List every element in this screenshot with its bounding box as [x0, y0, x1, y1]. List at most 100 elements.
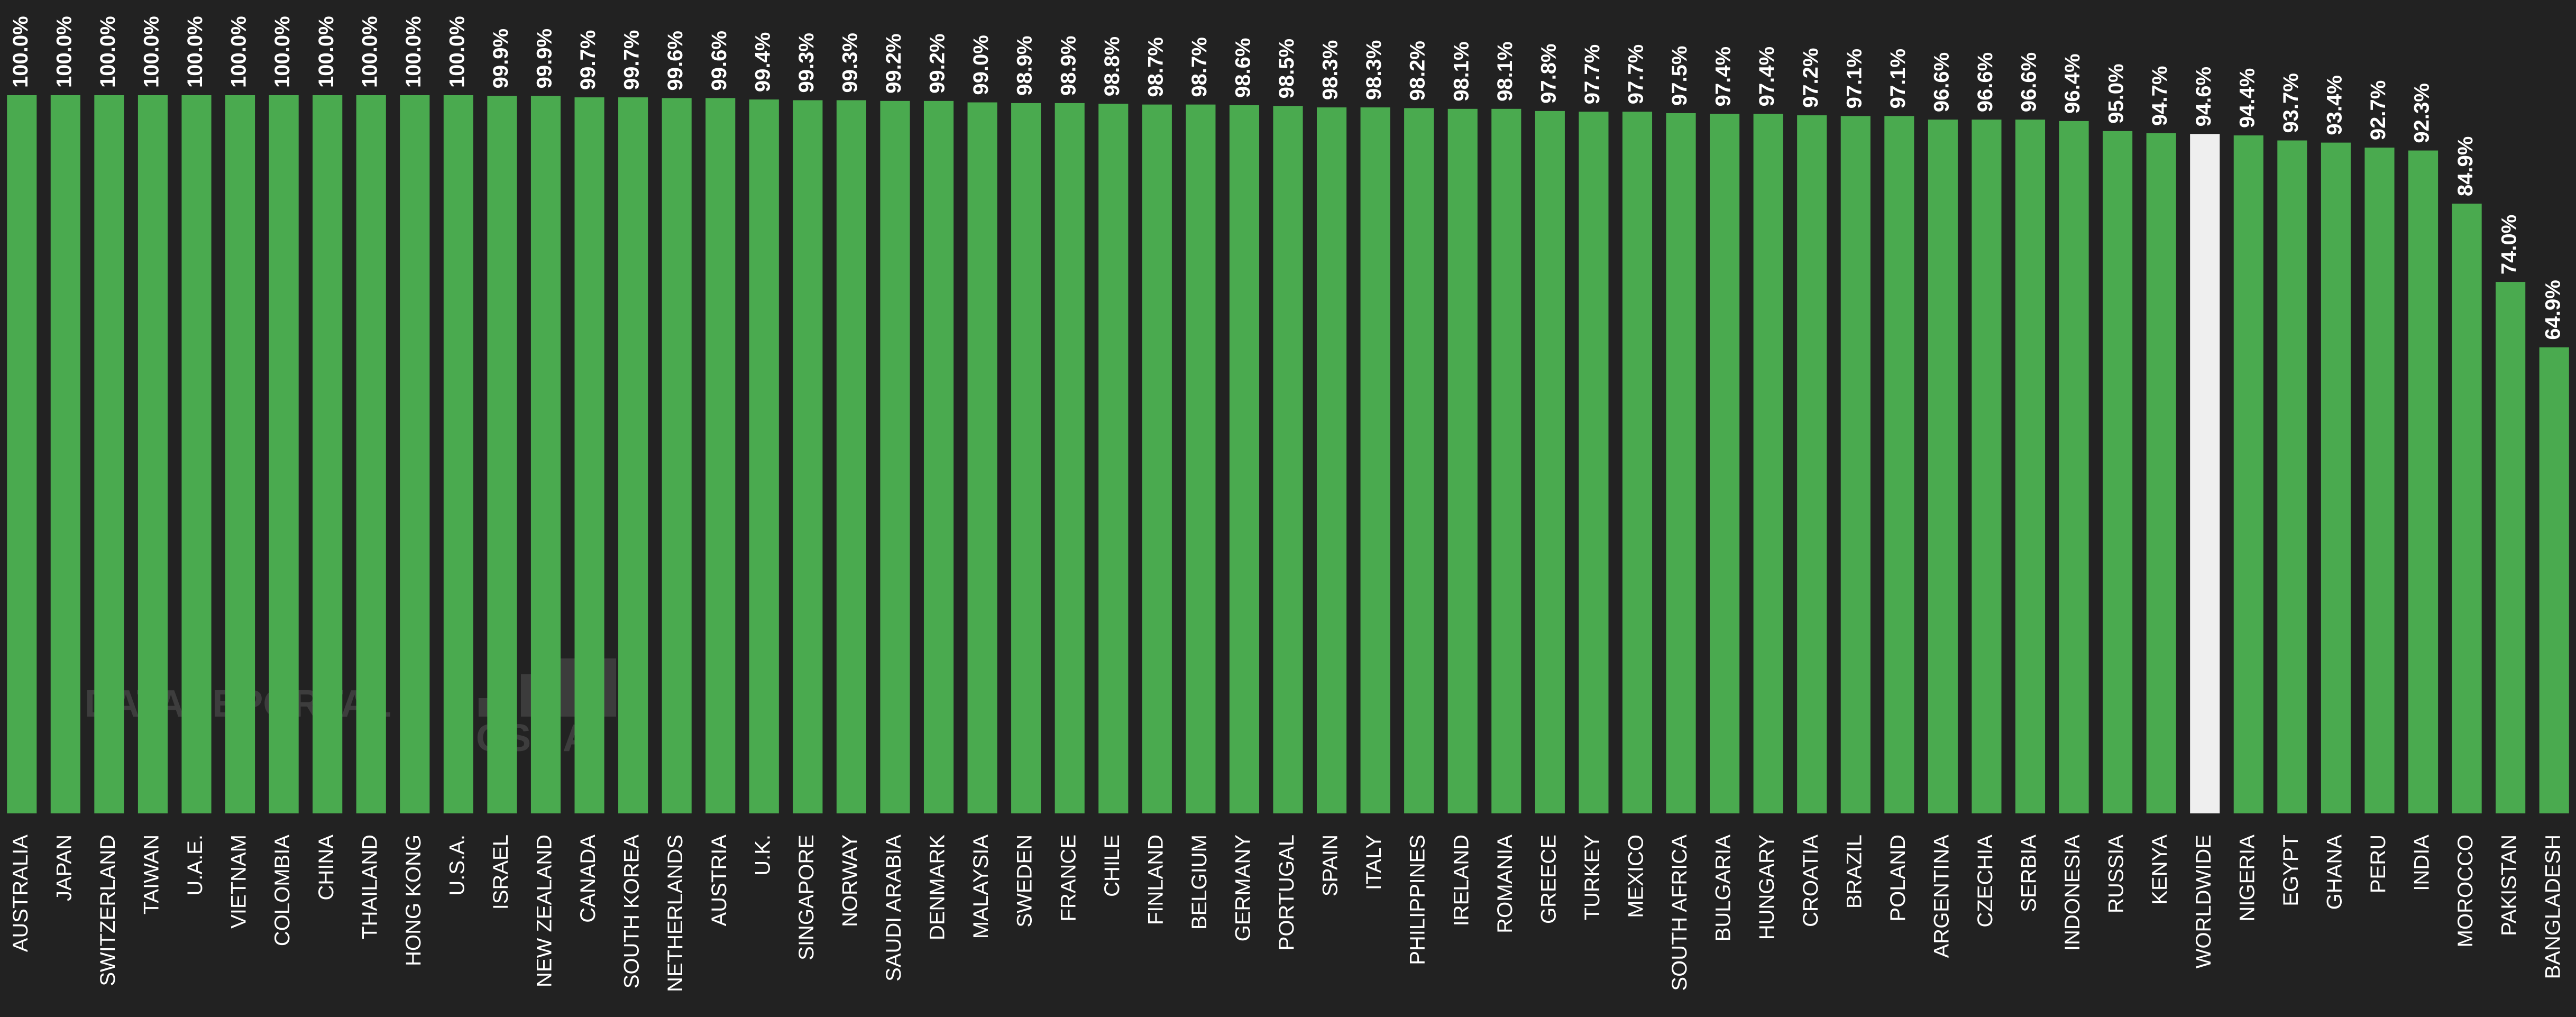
value-label: 93.7% — [2279, 73, 2303, 133]
value-label: 98.6% — [1232, 38, 1255, 98]
value-label: 92.3% — [2410, 83, 2434, 143]
bar — [137, 95, 168, 813]
x-tick-label: THAILAND — [358, 835, 381, 939]
x-tick-label: VIETNAM — [227, 835, 251, 929]
bar — [705, 98, 736, 813]
bar — [50, 95, 80, 813]
value-label: 100.0% — [140, 16, 163, 88]
bar — [7, 95, 37, 813]
value-label: 97.7% — [1625, 44, 1648, 104]
bar — [618, 97, 648, 814]
bar — [225, 95, 255, 813]
bar — [662, 98, 692, 813]
value-label: 98.1% — [1450, 41, 1473, 101]
bar — [94, 95, 124, 813]
x-tick-label: IRELAND — [1450, 835, 1473, 926]
x-tick-label: EGYPT — [2279, 835, 2303, 906]
x-tick-label: U.K. — [751, 835, 774, 876]
x-tick-label: NEW ZEALAND — [533, 835, 556, 987]
x-tick-label: POLAND — [1886, 835, 1910, 922]
x-tick-label: ARGENTINA — [1930, 835, 1953, 958]
x-tick-label: NIGERIA — [2235, 835, 2259, 922]
x-tick-label: FINLAND — [1144, 835, 1167, 925]
x-tick-label: CANADA — [576, 835, 600, 923]
x-tick-label: AUSTRIA — [708, 835, 731, 927]
value-label: 99.9% — [489, 29, 512, 88]
value-label: 99.6% — [708, 31, 731, 90]
bar — [487, 96, 517, 813]
value-label: 100.0% — [184, 16, 207, 88]
bar — [2277, 140, 2307, 814]
x-tick-label: HONG KONG — [402, 835, 425, 966]
x-tick-label: ROMANIA — [1493, 835, 1517, 933]
x-tick-label: HUNGARY — [1755, 835, 1779, 940]
bar — [530, 96, 561, 813]
bar — [574, 97, 604, 814]
bar — [2146, 133, 2176, 813]
x-tick-label: SPAIN — [1319, 835, 1342, 896]
x-tick-label: DENMARK — [926, 835, 949, 940]
value-label: 98.2% — [1406, 41, 1429, 100]
bar — [1928, 120, 1958, 813]
bar — [1011, 103, 1041, 814]
x-tick-label: MOROCCO — [2454, 835, 2477, 947]
value-label: 100.0% — [9, 16, 32, 88]
value-label: 98.9% — [1013, 36, 1037, 96]
bar — [443, 95, 473, 813]
x-tick-label: U.A.E. — [184, 835, 207, 896]
value-label: 92.7% — [2367, 80, 2390, 140]
value-label: 98.7% — [1144, 37, 1167, 97]
bar — [313, 95, 343, 813]
value-label: 95.0% — [2105, 63, 2128, 123]
bar — [2233, 135, 2263, 814]
bar — [1972, 120, 2002, 813]
bar — [2496, 282, 2526, 813]
value-label: 96.6% — [2018, 52, 2041, 112]
value-label: 99.4% — [751, 32, 774, 92]
value-label: 99.9% — [533, 29, 556, 88]
bar — [1316, 107, 1347, 814]
value-label: 97.7% — [1581, 44, 1604, 104]
bar — [836, 100, 866, 814]
bar — [400, 95, 430, 813]
bar — [1186, 104, 1216, 813]
bar — [2539, 347, 2569, 813]
value-label: 100.0% — [96, 16, 120, 88]
value-label: 97.1% — [1842, 49, 1866, 108]
value-label: 64.9% — [2541, 280, 2564, 340]
bar — [181, 95, 212, 813]
bar — [1535, 111, 1565, 814]
bar — [749, 99, 779, 814]
x-tick-label: SAUDI ARABIA — [882, 835, 905, 982]
value-label: 96.6% — [1974, 52, 1997, 112]
value-label: 98.7% — [1188, 37, 1211, 97]
x-tick-label: CHINA — [315, 835, 338, 901]
x-tick-label: AUSTRALIA — [9, 835, 32, 952]
x-tick-label: U.S.A. — [445, 835, 469, 896]
value-label: 99.3% — [838, 33, 861, 93]
x-tick-label: PAKISTAN — [2498, 835, 2521, 936]
x-tick-label: CROATIA — [1799, 835, 1822, 927]
bar — [2015, 120, 2046, 813]
bar — [1840, 116, 1871, 814]
x-tick-label: NORWAY — [838, 835, 861, 927]
value-label: 97.1% — [1886, 49, 1910, 108]
bar — [1753, 114, 1783, 814]
x-tick-label: INDONESIA — [2061, 835, 2084, 951]
value-label: 97.4% — [1712, 47, 1735, 106]
x-tick-label: RUSSIA — [2105, 835, 2128, 913]
x-tick-label: TAIWAN — [140, 835, 163, 914]
x-tick-label: PHILIPPINES — [1406, 835, 1429, 965]
value-label: 99.2% — [882, 33, 905, 93]
x-tick-label: TURKEY — [1581, 835, 1604, 920]
x-tick-label: BULGARIA — [1712, 835, 1735, 942]
value-label: 94.4% — [2235, 68, 2259, 128]
x-tick-label: BANGLADESH — [2541, 835, 2564, 979]
bar — [1797, 115, 1827, 813]
x-tick-label: SWEDEN — [1013, 835, 1037, 928]
value-label: 93.4% — [2323, 75, 2346, 135]
value-label: 100.0% — [315, 16, 338, 88]
value-label: 100.0% — [52, 16, 76, 88]
x-tick-label: MEXICO — [1625, 835, 1648, 918]
